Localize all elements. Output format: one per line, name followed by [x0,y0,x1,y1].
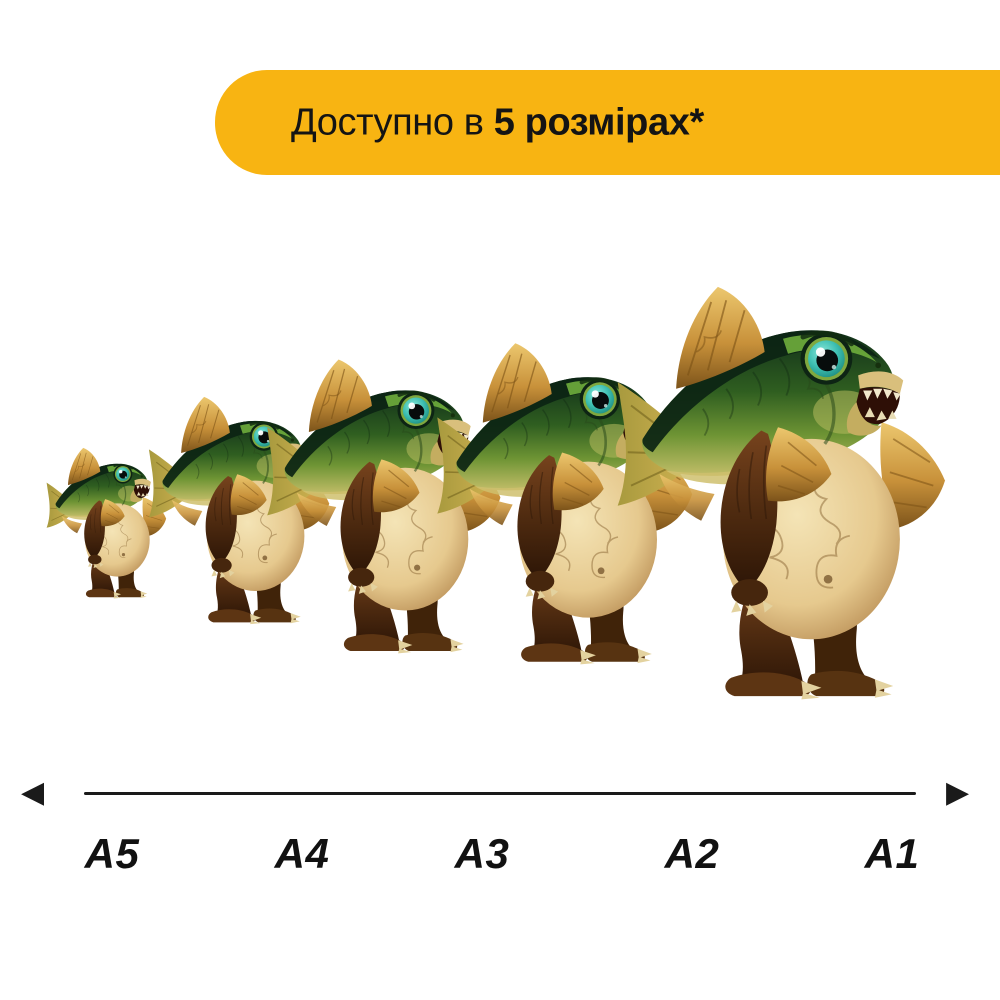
puzzle-figure-a1 [616,285,950,703]
size-label-a2: A2 [664,830,720,877]
size-label-a1: A1 [864,830,920,877]
banner-text-bold: 5 розмірах* [493,101,704,143]
left-arrow-icon: ◀ [21,775,45,810]
sizes-banner: Доступно в 5 розмірах* [215,70,1000,175]
banner-text-regular: Доступно в [291,101,494,143]
size-label-a3: A3 [454,830,510,877]
size-label-a4: A4 [274,830,330,877]
size-scale-line [84,792,916,795]
right-arrow-icon: ▶ [946,775,970,810]
size-label-a5: A5 [84,830,140,877]
sizes-banner-text: Доступно в 5 розмірах* [291,101,704,144]
